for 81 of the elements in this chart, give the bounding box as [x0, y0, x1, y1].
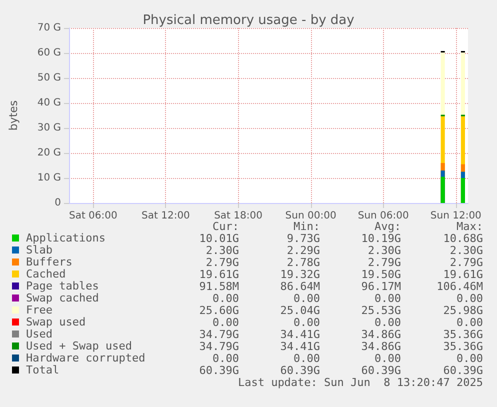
text: 35.36G [443, 340, 483, 353]
text: 35.36G [443, 328, 483, 341]
y-tick-label: 0 [54, 198, 61, 208]
text: 2.30G [450, 244, 483, 257]
chart-title: Physical memory usage - by day [142, 13, 355, 28]
text: 25.04G [280, 304, 320, 317]
text: 0.00 [294, 352, 320, 365]
text: 2.30G [206, 244, 239, 257]
text: 60.39G [199, 364, 239, 377]
text: 2.78G [286, 256, 320, 269]
text: 0.00 [212, 352, 239, 365]
text: 96.17M [361, 280, 402, 293]
text: 25.60G [199, 304, 239, 317]
legend-label: Slab [26, 244, 52, 256]
text: 0.00 [294, 292, 320, 305]
y-tick-label: 30 G [37, 122, 61, 134]
text: 10.01G [199, 232, 239, 245]
text: 10.19G [361, 232, 401, 245]
text: 0.00 [456, 292, 483, 305]
legend-label: Applications [26, 232, 106, 244]
legend-label: Total [26, 364, 60, 376]
y-tick-label: 10 G [37, 172, 61, 184]
text: 0.00 [374, 292, 401, 305]
y-tick-label: 20 G [37, 148, 61, 158]
x-tick-label: Sat 12:00 [142, 210, 190, 222]
y-tick-label: 50 G [37, 72, 61, 84]
legend-label: Used [26, 328, 52, 340]
legend-label: Free [26, 304, 52, 316]
text: 2.29G [286, 244, 320, 257]
text: 2.79G [450, 256, 483, 269]
text: 34.86G [361, 340, 401, 353]
legend-label: Swap cached [26, 292, 99, 304]
x-tick-label: Sun 00:00 [285, 210, 336, 222]
text: 0.00 [456, 316, 483, 329]
text: 106.46M [436, 280, 484, 293]
x-tick-label: Sat 18:00 [214, 210, 262, 222]
text: 25.53G [361, 304, 401, 317]
text: 34.86G [361, 328, 401, 341]
text: 0.00 [374, 316, 401, 329]
text: 19.61G [199, 268, 239, 281]
legend-label: Buffers [26, 256, 72, 268]
text: 19.61G [443, 268, 483, 281]
text: 25.98G [443, 304, 483, 317]
text: Avg: [374, 220, 401, 233]
text: 34.79G [199, 340, 239, 353]
x-tick-label: Sun 06:00 [358, 210, 409, 222]
text: 0.00 [212, 316, 239, 329]
text: 19.32G [280, 268, 320, 281]
text: 2.79G [368, 256, 401, 269]
text: 34.41G [280, 340, 320, 353]
text: 19.50G [361, 268, 401, 281]
legend-label: Cached [26, 268, 66, 280]
text: 9.73G [286, 232, 320, 245]
text: 2.79G [206, 256, 239, 269]
text: 0.00 [456, 352, 483, 365]
text: 10.68G [443, 232, 483, 245]
text: 0.00 [212, 292, 239, 305]
text: 2.30G [368, 244, 401, 257]
text: 0.00 [294, 316, 320, 329]
y-tick-label: 60 G [37, 48, 61, 58]
text: 91.58M [199, 280, 240, 293]
text: Min: [294, 220, 320, 233]
text: Cur: [212, 220, 239, 233]
text: 34.41G [280, 328, 320, 341]
legend-label: Used + Swap used [26, 340, 132, 352]
x-tick-label: Sun 12:00 [430, 210, 482, 222]
legend-label: Swap used [26, 316, 86, 328]
x-tick-label: Sat 06:00 [68, 210, 118, 222]
y-tick-label: 40 G [37, 98, 61, 108]
text: 0.00 [374, 352, 401, 365]
text: 60.39G [443, 364, 483, 377]
text: 60.39G [280, 364, 320, 377]
text: Max: [456, 220, 483, 233]
text: 60.39G [361, 364, 401, 377]
legend-label: Hardware corrupted [26, 352, 146, 364]
text: 34.79G [199, 328, 239, 341]
legend-label: Page tables [26, 280, 99, 292]
text: Last update: Sun Jun 8 13:20:47 2025 [238, 376, 483, 389]
y-axis-title: bytes [7, 100, 20, 131]
text: 86.64M [280, 280, 320, 293]
y-tick-label: 70 G [37, 22, 61, 34]
